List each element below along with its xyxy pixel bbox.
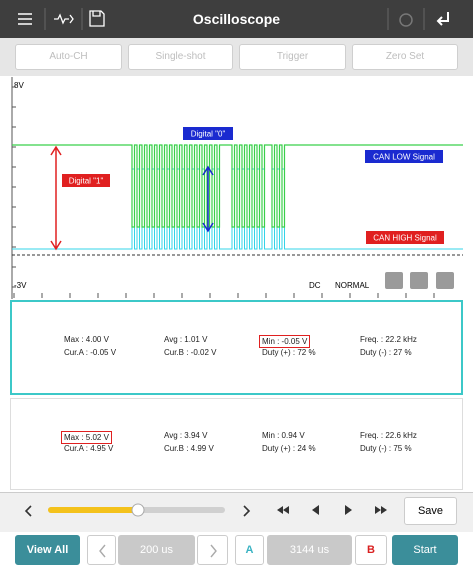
dominant-arrow [50,145,62,251]
stat-value: Duty (+) : 72 % [262,348,316,357]
header-bar [0,0,473,38]
digital-1-label: Digital "1" [69,177,104,186]
stat-value: Freq. : 22.2 kHz [360,335,417,344]
stat-value: Min : 0.94 V [262,431,305,440]
settings-icon[interactable] [18,13,32,25]
stat-value: Avg : 1.01 V [164,335,208,344]
start-button[interactable]: Start [392,535,458,565]
time-increase-button[interactable] [197,535,228,565]
digital-0-label-box [183,127,233,140]
back-icon[interactable] [436,12,449,26]
channel-stats-panel [10,398,463,490]
slider-fill [48,507,138,513]
can-low-label-box [365,150,443,163]
stat-value: Avg : 3.94 V [164,431,208,440]
view-all-button[interactable]: View All [15,535,80,565]
save-icon[interactable] [89,10,105,27]
step-back[interactable] [312,505,319,515]
stat-value: Min : -0.05 V [259,335,311,348]
slider-knob[interactable] [131,503,145,517]
time-div-display: 200 us [118,535,195,565]
can-high-label: CAN HIGH Signal [373,234,437,243]
stat-value: Cur.B : 4.99 V [164,444,214,453]
scroll-left[interactable] [24,505,32,517]
stat-value: Cur.B : -0.02 V [164,348,217,357]
can-low-label: CAN LOW Signal [373,153,435,162]
scope-tool-button[interactable] [385,272,403,289]
cursor-span-display: 3144 us [267,535,352,565]
single-shot-button[interactable]: Single-shot [128,44,233,70]
time-decrease-button[interactable] [87,535,116,565]
cursor-b-button[interactable]: B [355,535,387,565]
scroll-right[interactable] [243,505,251,517]
top-voltage-label: 8V [14,81,24,90]
scope-tool-button[interactable] [410,272,428,289]
refresh-icon[interactable] [399,13,413,27]
fast-forward[interactable] [375,506,387,514]
bottom-voltage-label: -3V [14,281,27,290]
stat-value: Max : 4.00 V [64,335,109,344]
header-icons [18,8,449,30]
zero-set-button[interactable]: Zero Set [352,44,458,70]
stat-value: Cur.A : 4.95 V [64,444,114,453]
channel-stats-panel [10,300,463,395]
can-high-label-box [366,231,444,244]
cursor-a-button[interactable]: A [235,535,264,565]
step-forward[interactable] [345,505,352,515]
scope-display: 8V -3V DC NORMAL Digital "0" Digital "1" C… [11,77,463,299]
app-title: Oscilloscope [192,11,281,27]
auto-ch-button[interactable]: Auto-CH [15,44,122,70]
scope-tool-button[interactable] [436,272,454,289]
stat-value: Duty (-) : 27 % [360,348,412,357]
digital-1-label-box [62,174,110,187]
digital-0-label: Digital "0" [191,130,226,139]
stat-value: Cur.A : -0.05 V [64,348,117,357]
save-button[interactable]: Save [404,497,457,525]
stat-value: Duty (-) : 75 % [360,444,412,453]
coupling-label: DC [309,281,321,290]
waveform-icon[interactable] [54,13,74,25]
fast-rewind[interactable] [277,506,289,514]
stat-value: Max : 5.02 V [61,431,112,444]
stat-value: Duty (+) : 24 % [262,444,316,453]
stat-value: Freq. : 22.6 kHz [360,431,417,440]
can-high-waveform [12,144,463,228]
mode-label: NORMAL [335,281,370,290]
trigger-button[interactable]: Trigger [239,44,346,70]
recessive-arrow [202,165,214,233]
playback-controls [24,503,387,517]
